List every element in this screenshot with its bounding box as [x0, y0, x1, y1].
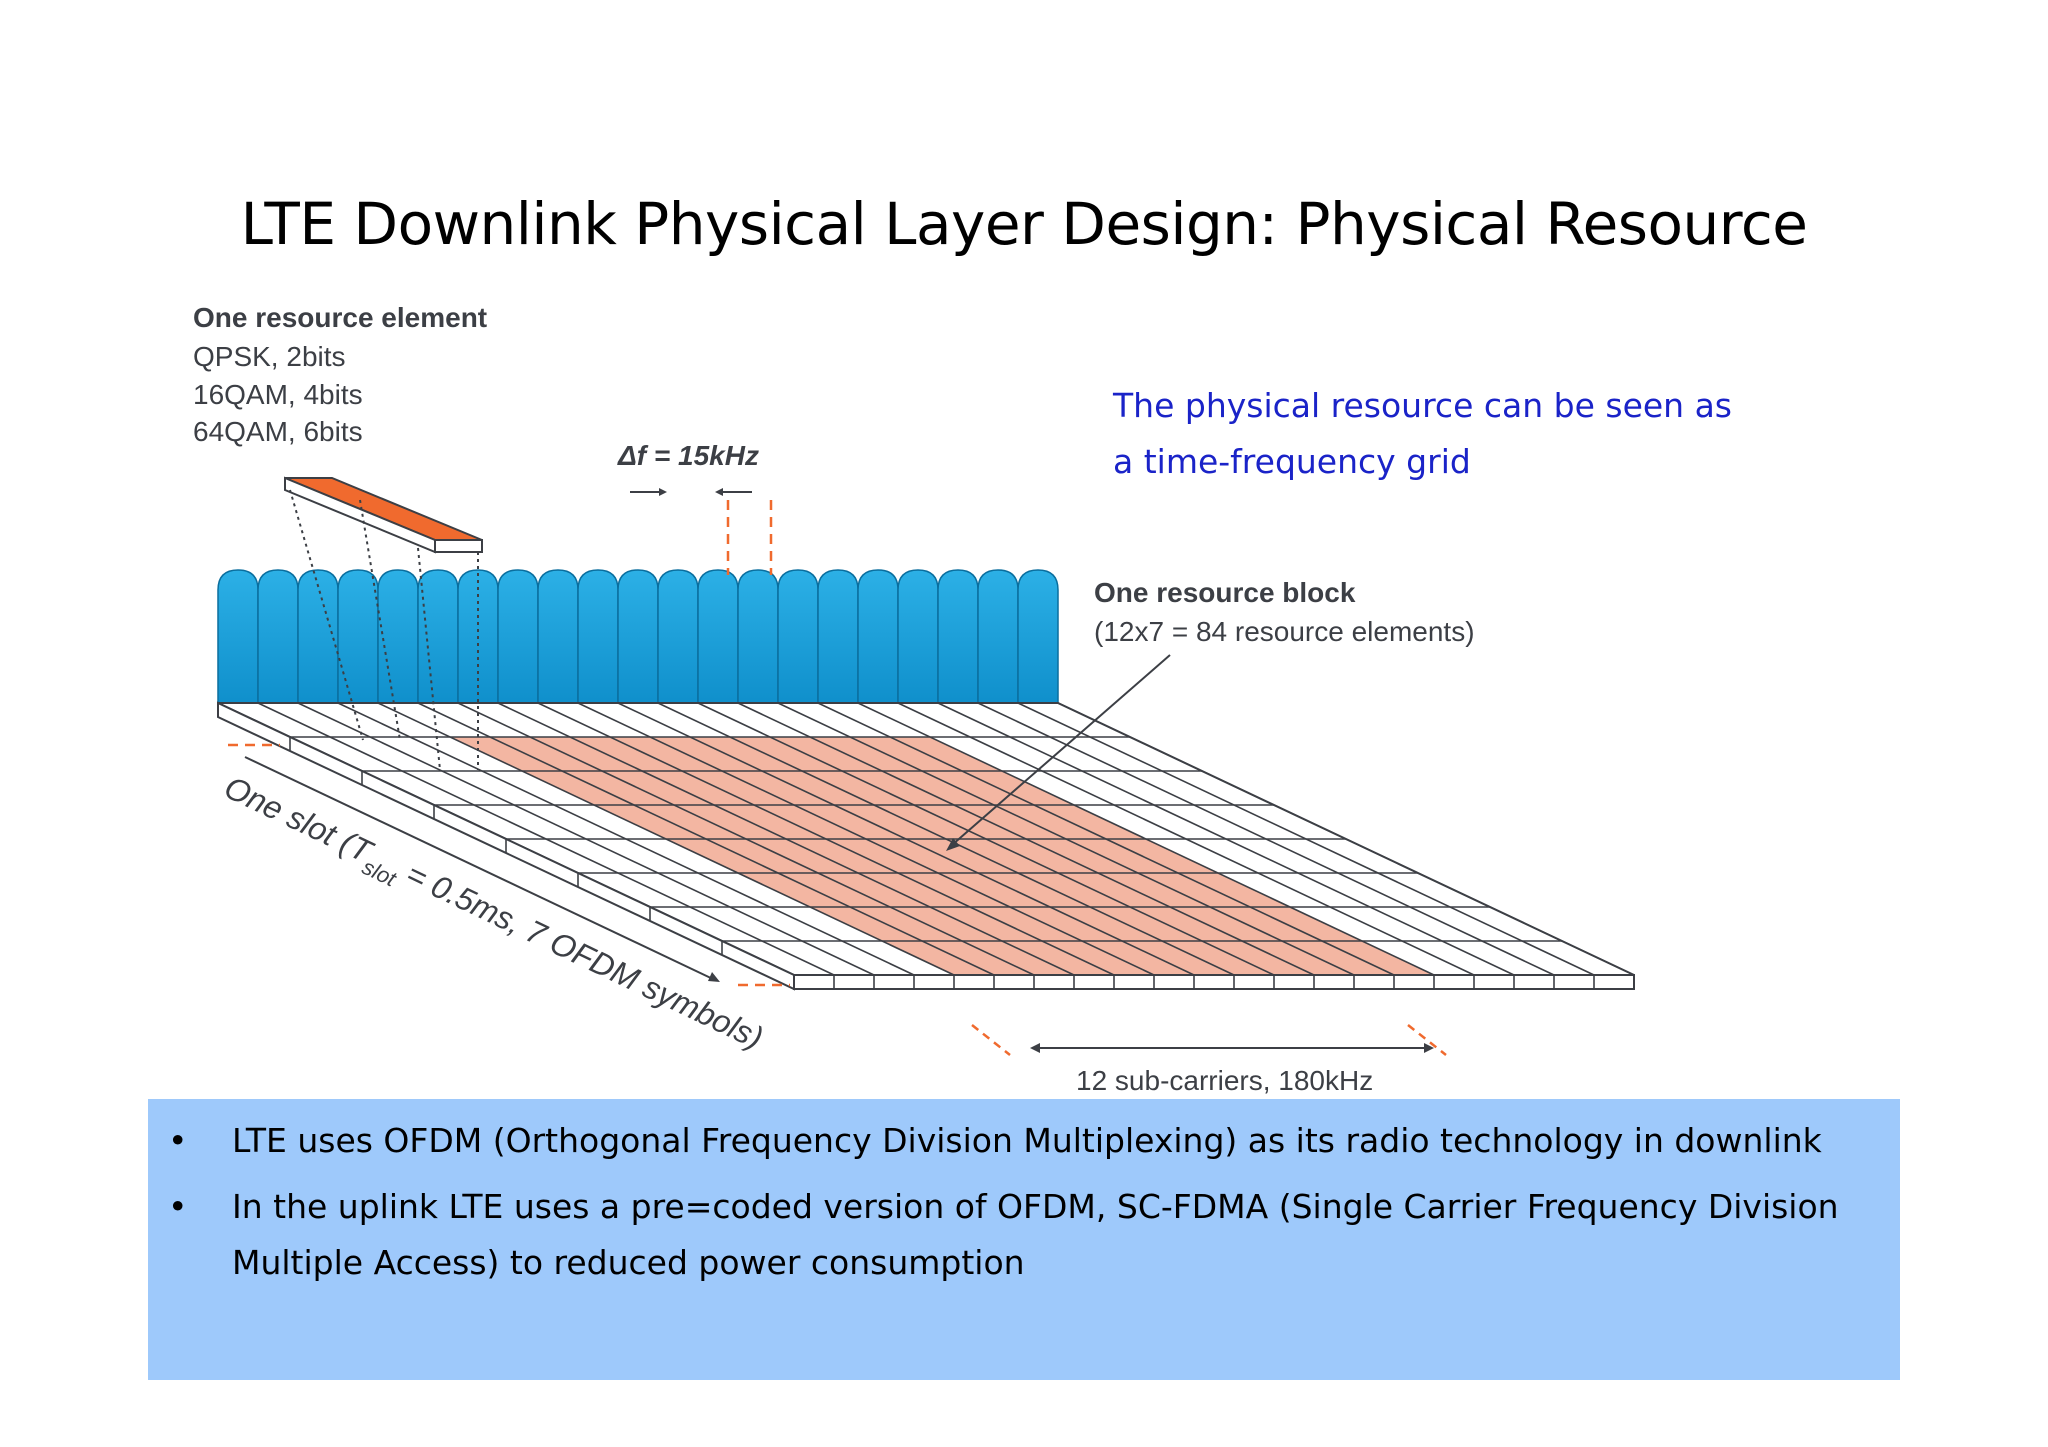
time-frequency-note: The physical resource can be seen as a t… [1113, 378, 1732, 490]
resource-element-callout [284, 476, 483, 771]
subcarrier-hump [857, 569, 899, 706]
subcarrier-hump [1017, 569, 1059, 706]
subcarrier-hump [257, 569, 299, 706]
subcarrier-hump [657, 569, 699, 706]
grid-front-edge [793, 974, 1635, 990]
bullet-text: LTE uses OFDM (Orthogonal Frequency Divi… [232, 1121, 1822, 1160]
slot-duration-marker [228, 743, 790, 987]
subcarrier-hump [577, 569, 619, 706]
bullet-marker: • [168, 1187, 188, 1226]
subcarrier-spacing-marker [630, 488, 773, 575]
subcarrier-hump [897, 569, 939, 706]
resource-element-line-qpsk: QPSK, 2bits [193, 341, 346, 372]
subcarrier-hump [417, 569, 459, 706]
resource-element-heading: One resource element [193, 302, 488, 333]
resource-block-pointer [946, 654, 1171, 851]
bullet-text: In the uplink LTE uses a pre=coded versi… [232, 1187, 1839, 1282]
resource-block-detail: (12x7 = 84 resource elements) [1094, 616, 1475, 647]
subcarrier-spectrum [217, 569, 1059, 706]
resource-grid [217, 701, 1635, 991]
subcarrier-hump [497, 569, 539, 706]
bullet-marker: • [168, 1121, 188, 1160]
subcarrier-hump [817, 569, 859, 706]
bullet-box: • LTE uses OFDM (Orthogonal Frequency Di… [148, 1099, 1900, 1380]
subcarrier-hump [337, 569, 379, 706]
resource-element-line-16qam: 16QAM, 4bits [193, 379, 363, 410]
subcarrier-hump [777, 569, 819, 706]
subcarrier-hump [537, 569, 579, 706]
subcarrier-hump [617, 569, 659, 706]
note-line-1: The physical resource can be seen as [1113, 386, 1732, 425]
subcarrier-hump [977, 569, 1019, 706]
subcarrier-hump [377, 569, 419, 706]
resource-block-heading: One resource block [1094, 577, 1356, 608]
subcarrier-hump [937, 569, 979, 706]
subcarrier-hump [297, 569, 339, 706]
resource-element-line-64qam: 64QAM, 6bits [193, 416, 363, 447]
subcarrier-hump [217, 569, 259, 706]
subcarrier-bandwidth-marker [971, 1024, 1447, 1056]
subcarrier-hump [737, 569, 779, 706]
subcarrier-spacing-label: Δf = 15kHz [618, 440, 759, 471]
note-line-2: a time-frequency grid [1113, 442, 1471, 481]
subcarrier-hump [697, 569, 739, 706]
slide-title: LTE Downlink Physical Layer Design: Phys… [240, 190, 1808, 258]
subcarriers-label: 12 sub-carriers, 180kHz [1076, 1065, 1373, 1096]
